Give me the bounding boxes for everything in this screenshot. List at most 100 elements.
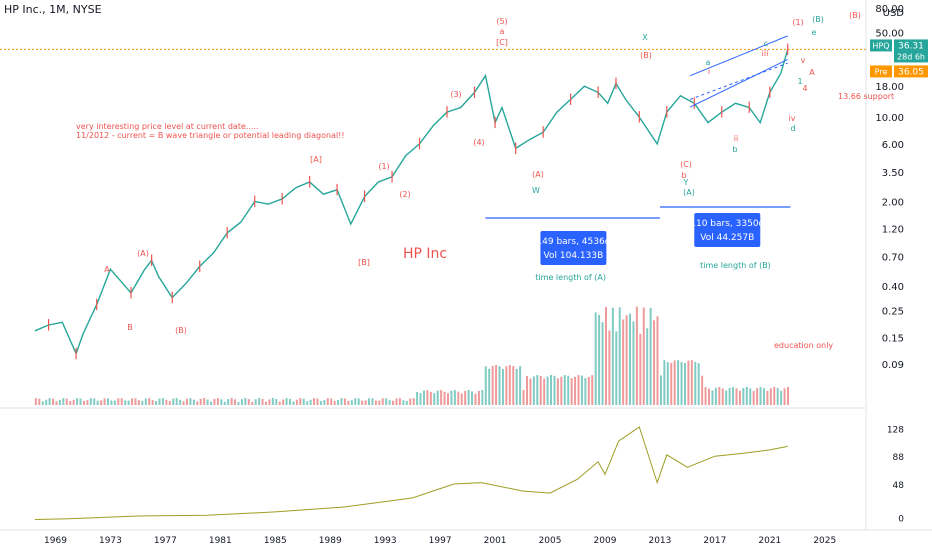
year-tick-label: 1997 (429, 536, 452, 546)
volume-bar (302, 398, 305, 405)
volume-bar (519, 366, 522, 405)
volume-bar (216, 398, 219, 405)
volume-bar (708, 388, 711, 405)
volume-bar (62, 398, 65, 405)
volume-bar (319, 401, 322, 405)
pre-price-text: 36.05 (898, 67, 924, 77)
wave-label-red: (B) (849, 11, 861, 20)
year-tick-label: 1977 (154, 536, 177, 546)
volume-bar (464, 390, 467, 405)
wave-label-green: 1 (797, 77, 802, 86)
volume-bar (96, 400, 99, 405)
volume-bar (165, 399, 168, 405)
volume-bar (488, 368, 491, 405)
volume-bar (653, 320, 656, 405)
price-tick-label: 50.00 (875, 29, 904, 40)
volume-bar (735, 388, 738, 405)
volume-bar (113, 400, 116, 405)
price-badge-text: 36.31 (898, 41, 924, 51)
volume-bar (278, 401, 281, 405)
volume-bar (93, 398, 96, 405)
currency-label: USD (883, 8, 905, 19)
volume-bar (762, 388, 765, 405)
volume-bar (611, 307, 614, 405)
volume-bar (48, 398, 51, 405)
volume-bar (625, 315, 628, 405)
volume-bar (361, 400, 364, 405)
price-tick-label: 0.25 (882, 307, 904, 318)
support-label: 13.66 support (838, 92, 894, 101)
volume-bar (780, 390, 783, 405)
price-tick-label: 0.15 (882, 333, 904, 344)
volume-bar (629, 313, 632, 405)
measure-b-line2: Vol 44.257B (700, 233, 754, 243)
wave-label-red: A (104, 265, 110, 274)
wave-label-green: (B) (812, 15, 824, 24)
volume-bar (182, 401, 185, 405)
volume-bar (385, 398, 388, 405)
pre-price-badge (894, 65, 928, 78)
volume-bar (742, 388, 745, 405)
volume-bar (117, 398, 120, 405)
year-tick-label: 2005 (539, 536, 562, 546)
volume-bar (416, 392, 419, 405)
volume-bar (326, 398, 329, 405)
volume-bar (371, 398, 374, 405)
volume-bar (234, 399, 237, 405)
price-tick-label: 1.20 (882, 224, 904, 235)
volume-bar (443, 391, 446, 405)
volume-bar (261, 399, 264, 405)
volume-bar (677, 360, 680, 405)
volume-bar (343, 398, 346, 405)
volume-bar (223, 401, 226, 405)
volume-bar (440, 390, 443, 405)
volume-bar (82, 400, 85, 405)
volume-bar (594, 312, 597, 405)
volume-bar (199, 398, 202, 405)
wave-label-green: Y (683, 178, 689, 187)
osc-tick-label: 88 (893, 453, 905, 463)
wave-label-red: iii (762, 49, 769, 58)
year-tick-label: 1993 (374, 536, 397, 546)
volume-bar (55, 401, 58, 405)
volume-bar (89, 398, 92, 405)
channel-mid-line (689, 62, 788, 100)
volume-bar (447, 393, 449, 405)
volume-bar (615, 331, 618, 405)
volume-bar (131, 398, 134, 405)
volume-bar (368, 398, 371, 405)
volume-bar (553, 375, 556, 405)
year-tick-label: 2013 (648, 536, 671, 546)
volume-bar (618, 307, 621, 405)
volume-bar (275, 398, 278, 405)
volume-bar (144, 398, 147, 405)
volume-bar (539, 375, 542, 405)
volume-bar (306, 401, 309, 405)
wave-label-red: iv (789, 114, 796, 123)
volume-bar (388, 400, 391, 405)
volume-bar (773, 387, 776, 405)
volume-bar (419, 392, 422, 405)
volume-bar (532, 376, 535, 405)
volume-bar (395, 398, 398, 405)
volume-bar (598, 314, 601, 405)
wave-label-red: (B) (175, 326, 187, 335)
watermark-text: HP Inc (403, 246, 447, 262)
volume-bar (508, 365, 511, 405)
volume-bar (374, 400, 377, 405)
volume-bar (103, 398, 106, 405)
volume-bar (213, 398, 216, 405)
price-tick-label: 0.70 (882, 253, 904, 264)
wave-label-green: X (642, 33, 648, 42)
wave-label-green: c (764, 39, 768, 48)
volume-bar (210, 401, 213, 405)
measure-a-caption: time length of (A) (535, 273, 606, 282)
channel-upper-line (689, 35, 788, 77)
volume-bar (718, 387, 721, 405)
wave-label-red: (C) (680, 160, 692, 169)
price-tick-label: 3.50 (882, 168, 904, 179)
volume-bar (45, 399, 48, 405)
volume-bar (632, 321, 635, 405)
volume-bar (725, 390, 728, 405)
